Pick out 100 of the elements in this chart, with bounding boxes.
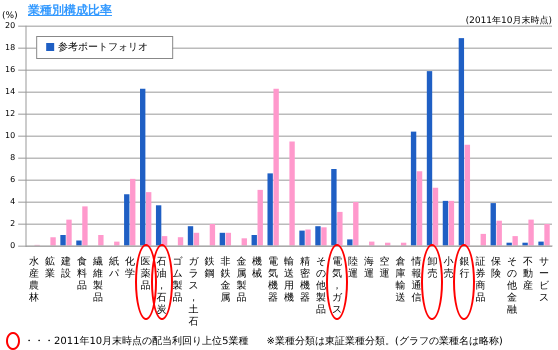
bar bbox=[194, 232, 200, 246]
x-tick-label: 電気，ガス bbox=[332, 256, 343, 316]
x-tick-label: その他製品 bbox=[316, 256, 326, 316]
x-tick-label: 鉱業 bbox=[45, 256, 56, 280]
x-tick-label: 輸送用機 bbox=[284, 256, 294, 304]
bar bbox=[210, 224, 216, 246]
x-tick-label: 保険 bbox=[491, 256, 502, 280]
bar bbox=[258, 190, 263, 246]
x-tick-label: 情報通信 bbox=[410, 256, 422, 304]
x-tick-label: 建設 bbox=[60, 256, 72, 280]
y-tick-label: 12 bbox=[4, 109, 16, 118]
bar bbox=[426, 71, 432, 246]
bar bbox=[544, 224, 550, 246]
x-tick-label: 非鉄金属 bbox=[220, 256, 230, 304]
text: ※業種分類は東証業種分類。(グラフの業種名は略称) bbox=[266, 334, 503, 348]
y-tick-label: 18 bbox=[4, 43, 16, 52]
bar bbox=[522, 242, 528, 246]
x-tick-label: 紙パ bbox=[108, 256, 120, 280]
bar bbox=[252, 235, 257, 246]
bar bbox=[66, 220, 72, 246]
bar bbox=[289, 142, 295, 246]
x-tick-label: 海運 bbox=[364, 256, 374, 280]
x-tick-label: 電気機器 bbox=[268, 256, 278, 304]
y-tick-label: 2 bbox=[10, 219, 16, 228]
x-tick-label: 空運 bbox=[380, 256, 390, 280]
bar bbox=[60, 235, 66, 246]
x-tick-label: 食料品 bbox=[76, 256, 87, 292]
bar bbox=[188, 226, 194, 246]
bar bbox=[528, 220, 534, 246]
y-tick-label: 8 bbox=[10, 153, 16, 162]
text: (2011年10月末時点) bbox=[466, 14, 552, 27]
y-axis-title: (%) bbox=[2, 10, 18, 21]
bar bbox=[353, 202, 358, 246]
bar bbox=[464, 144, 470, 246]
x-tick-label: 精密機器 bbox=[300, 256, 310, 304]
bar bbox=[76, 240, 82, 246]
bar bbox=[156, 205, 162, 246]
bar bbox=[315, 226, 321, 246]
x-tick-label: 鉄鋼 bbox=[204, 256, 214, 280]
bar bbox=[480, 234, 486, 246]
y-tick-label: 20 bbox=[4, 21, 16, 30]
bar bbox=[448, 200, 454, 246]
y-tick-label: 16 bbox=[4, 65, 16, 74]
x-tick-label: 証券商品 bbox=[475, 256, 486, 304]
bar bbox=[458, 38, 464, 246]
x-tick-label: 金属製品 bbox=[236, 256, 246, 304]
text: ・・・2011年10月末時点の配当利回り上位5業種 bbox=[24, 334, 249, 348]
bar bbox=[416, 171, 422, 246]
y-tick-label: 14 bbox=[4, 87, 16, 96]
x-tick-label: 銀行 bbox=[459, 256, 470, 280]
y-tick-label: 4 bbox=[10, 197, 16, 206]
bar bbox=[273, 88, 279, 246]
bar bbox=[331, 169, 337, 246]
bar bbox=[267, 173, 273, 246]
bar bbox=[410, 132, 416, 246]
bar bbox=[337, 212, 343, 246]
bar bbox=[98, 235, 104, 246]
bar bbox=[432, 188, 438, 246]
bar bbox=[538, 242, 544, 246]
x-tick-label: 不動産 bbox=[523, 256, 534, 292]
bar bbox=[178, 237, 184, 246]
bar bbox=[512, 236, 518, 246]
bar bbox=[130, 178, 136, 246]
legend-label: 参考ポートフォリオ bbox=[58, 41, 148, 54]
bar bbox=[226, 232, 232, 246]
bar bbox=[82, 206, 88, 246]
x-tick-label: ゴム製品 bbox=[172, 256, 184, 304]
x-tick-label: 陸運 bbox=[348, 256, 358, 280]
bar bbox=[114, 242, 120, 246]
bar bbox=[347, 239, 353, 246]
x-tick-label: 水産農林 bbox=[28, 256, 40, 304]
chart-title: 業種別構成比率 bbox=[28, 2, 112, 19]
bar bbox=[140, 88, 146, 246]
x-tick-label: 機械 bbox=[252, 256, 262, 280]
bar bbox=[384, 242, 390, 246]
x-tick-label: 倉庫輸送 bbox=[396, 256, 406, 304]
x-tick-label: 小売 bbox=[443, 256, 454, 280]
bar bbox=[442, 200, 448, 246]
bar bbox=[242, 238, 247, 246]
y-tick-label: 10 bbox=[4, 131, 16, 140]
x-tick-label: 卸売 bbox=[427, 256, 438, 280]
x-tick-label: ガラス，土石 bbox=[188, 256, 200, 328]
x-tick-label: その他金融 bbox=[507, 256, 518, 316]
bar bbox=[299, 230, 305, 246]
bar bbox=[146, 192, 152, 246]
x-tick-label: 石油，石炭 bbox=[156, 256, 167, 316]
bar bbox=[220, 232, 226, 246]
bar bbox=[400, 242, 406, 246]
x-tick-label: 医薬品 bbox=[140, 256, 151, 292]
bar bbox=[124, 194, 130, 246]
bar bbox=[162, 236, 168, 246]
bar bbox=[50, 237, 56, 246]
x-tick-label: サービス bbox=[539, 256, 550, 304]
bar bbox=[321, 227, 327, 246]
bar bbox=[305, 230, 311, 246]
bar bbox=[369, 242, 374, 246]
bar bbox=[490, 203, 496, 246]
y-tick-label: 0 bbox=[10, 241, 16, 250]
x-tick-label: 化学 bbox=[124, 256, 135, 280]
x-tick-label: 繊維製品 bbox=[92, 256, 103, 304]
